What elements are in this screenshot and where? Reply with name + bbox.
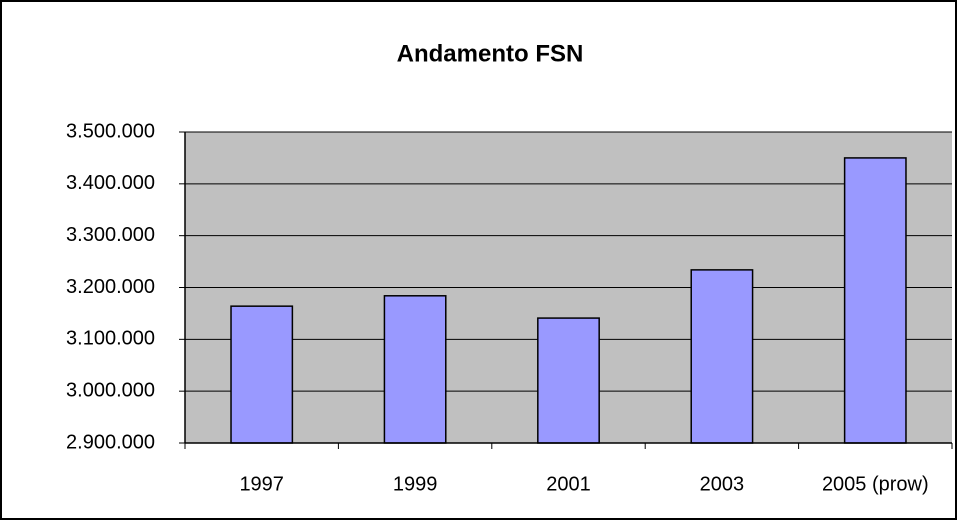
y-tick-label: 3.100.000 — [66, 328, 155, 350]
x-tick-label: 2003 — [700, 473, 745, 495]
y-tick-label: 3.500.000 — [66, 120, 155, 142]
y-tick-label: 3.300.000 — [66, 224, 155, 246]
x-tick-label: 1999 — [393, 473, 438, 495]
x-tick-label: 2005 (prow) — [822, 473, 929, 495]
y-tick-label: 2.900.000 — [66, 431, 155, 453]
chart-title: Andamento FSN — [397, 40, 584, 67]
x-tick-label: 1997 — [239, 473, 284, 495]
y-tick-label: 3.000.000 — [66, 379, 155, 401]
y-tick-label: 3.400.000 — [66, 172, 155, 194]
bar — [690, 269, 754, 444]
bar — [383, 295, 447, 444]
bar — [537, 317, 600, 444]
x-tick-label: 2001 — [546, 473, 591, 495]
bar — [843, 157, 907, 444]
bar — [230, 305, 294, 444]
y-tick-label: 3.200.000 — [66, 276, 155, 298]
